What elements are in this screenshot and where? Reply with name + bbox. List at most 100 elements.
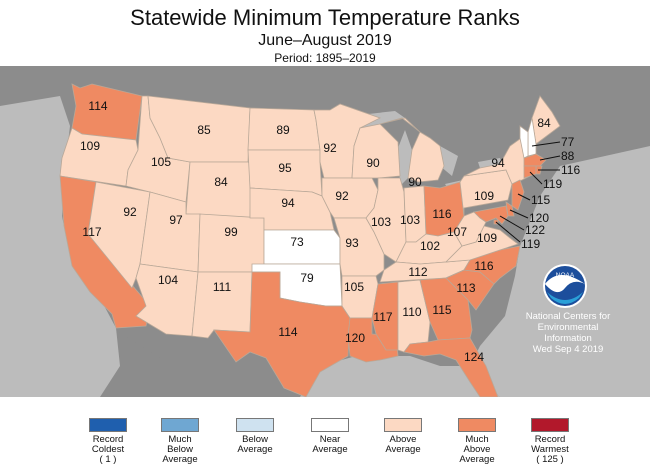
rank-pa: 109 — [474, 189, 494, 203]
legend-label: Warmest — [531, 444, 569, 455]
noaa-logo: NOAA — [543, 264, 587, 308]
rank-tx: 114 — [278, 325, 297, 339]
state-nc[interactable] — [445, 245, 521, 285]
rank-wa: 114 — [88, 99, 107, 113]
rank-sc: 113 — [456, 281, 475, 295]
rank-me: 84 — [537, 116, 551, 130]
legend-swatch-record-warmest — [531, 418, 569, 432]
state-ia[interactable] — [321, 177, 379, 219]
rank-oh: 116 — [432, 207, 451, 221]
rank-de: 120 — [529, 211, 549, 225]
legend-label: Coldest — [91, 444, 125, 455]
rank-mn: 92 — [323, 141, 337, 155]
state-co[interactable] — [197, 213, 265, 273]
credit-block: National Centers for Environmental Infor… — [508, 311, 628, 355]
rank-nh: 77 — [561, 135, 575, 149]
state-md[interactable] — [473, 205, 509, 225]
period-label: Period: 1895–2019 — [274, 51, 376, 65]
state-nj[interactable] — [511, 179, 525, 211]
rank-nj: 115 — [531, 193, 550, 207]
leader-ct — [529, 171, 543, 185]
rank-ga: 115 — [432, 303, 451, 317]
rank-ky: 102 — [420, 239, 440, 253]
legend-label: Average — [312, 444, 348, 455]
legend-swatch-above — [384, 418, 422, 432]
map-subtitle: June–August 2019 — [258, 32, 392, 49]
legend-label: Below — [242, 434, 268, 445]
rank-or: 109 — [80, 139, 100, 153]
legend-swatch-much-below — [161, 418, 199, 432]
legend-below: Below Average — [215, 418, 295, 455]
state-la[interactable] — [347, 317, 399, 363]
rank-ok: 79 — [300, 271, 314, 285]
credit-date: Wed Sep 4 2019 — [532, 344, 604, 355]
lake-huron — [440, 146, 458, 176]
state-fl[interactable] — [403, 337, 499, 397]
state-tx[interactable] — [213, 271, 351, 397]
rank-wv: 107 — [447, 225, 467, 239]
noaa-logo-text: NOAA — [556, 272, 575, 279]
state-ma[interactable] — [523, 153, 547, 167]
state-il[interactable] — [365, 177, 407, 263]
legend-label: ( 125 ) — [536, 454, 564, 465]
state-wi[interactable] — [351, 123, 401, 179]
rank-ms: 117 — [373, 310, 392, 324]
rank-mi: 90 — [408, 175, 422, 189]
credit-line-2: Environmental — [537, 322, 599, 333]
gulf-of-mexico — [300, 356, 500, 397]
legend-swatch-record-coldest — [89, 418, 127, 432]
rank-id: 105 — [151, 155, 171, 169]
legend-much-below: Much Below Average — [140, 418, 220, 465]
rank-labels: 114 109 117 92 105 85 84 97 104 99 111 8… — [80, 99, 580, 364]
credit-line-3: Information — [544, 333, 592, 344]
legend-label: Record — [534, 434, 566, 445]
rank-ma: 88 — [561, 149, 575, 163]
legend-swatch-near — [311, 418, 349, 432]
legend-label: Record — [92, 434, 124, 445]
legend-label: Near — [319, 434, 341, 445]
rank-ca: 117 — [82, 225, 101, 239]
rank-dc: 119 — [521, 237, 540, 251]
credit-line-1: National Centers for — [525, 311, 611, 322]
rank-nm: 111 — [213, 280, 232, 294]
legend-label: Average — [385, 444, 421, 455]
rank-va: 109 — [477, 231, 497, 245]
legend-swatch-below — [236, 418, 274, 432]
rank-wy: 84 — [214, 175, 228, 189]
rank-nd: 89 — [276, 123, 290, 137]
legend-much-above: Much Above Average — [437, 418, 517, 465]
noaa-logo-bird — [545, 275, 585, 293]
state-mi[interactable] — [379, 117, 445, 183]
rank-ar: 105 — [344, 280, 364, 294]
rank-il: 103 — [371, 215, 391, 229]
leader-nh — [531, 141, 561, 147]
legend-label: Below — [167, 444, 193, 455]
legend-swatch-much-above — [458, 418, 496, 432]
rank-ny: 94 — [491, 156, 505, 170]
leader-ma — [539, 155, 561, 161]
leader-nj — [517, 193, 531, 201]
rank-tn: 112 — [408, 265, 427, 279]
lake-ontario — [478, 158, 502, 168]
rank-mo: 93 — [345, 236, 359, 250]
state-wy[interactable] — [185, 161, 253, 219]
rank-ne: 94 — [281, 196, 295, 210]
leader-md — [499, 215, 525, 231]
rank-al: 110 — [402, 305, 421, 319]
rank-ks: 73 — [290, 235, 304, 249]
legend-label: Much — [168, 434, 192, 445]
rank-wi: 90 — [366, 156, 380, 170]
rank-in: 103 — [400, 213, 420, 227]
legend-label: ( 1 ) — [99, 454, 117, 465]
legend-label: Much — [465, 434, 489, 445]
rank-ut: 97 — [169, 213, 183, 227]
rank-fl: 124 — [464, 350, 484, 364]
legend-label: Above — [463, 444, 491, 455]
legend-label: Average — [162, 454, 198, 465]
legend-above: Above Average — [363, 418, 443, 455]
rank-ia: 92 — [335, 189, 349, 203]
legend-near: Near Average — [290, 418, 370, 455]
leader-dc — [495, 221, 521, 243]
rank-co: 99 — [224, 225, 238, 239]
us-state-map: 114 109 117 92 105 85 84 97 104 99 111 8… — [0, 66, 650, 397]
